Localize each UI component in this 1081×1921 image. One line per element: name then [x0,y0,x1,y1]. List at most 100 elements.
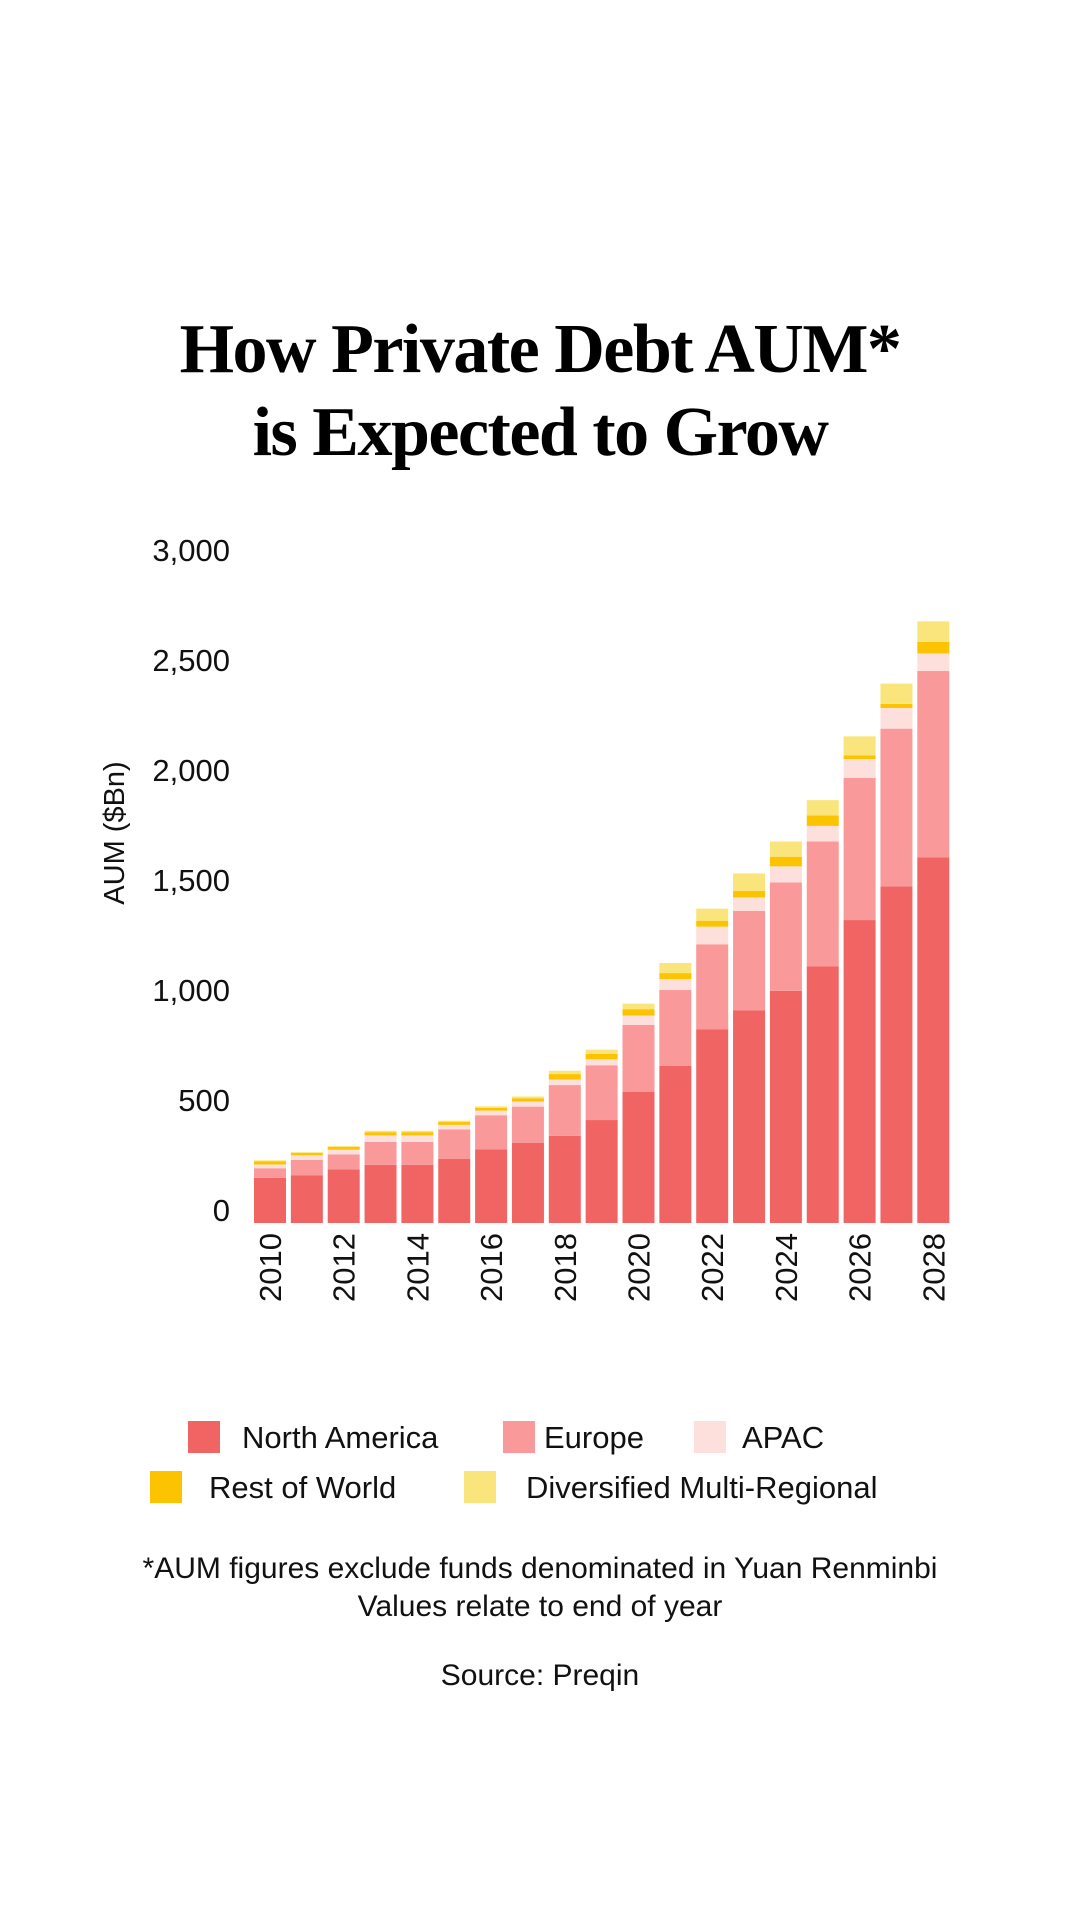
bar-apac-2022 [696,926,729,945]
bar-apac-2017 [511,1101,544,1107]
y-tick-label: 0 [213,1193,230,1228]
bar-europe-2020 [622,1024,655,1092]
x-tick-label: 2014 [400,1233,435,1302]
bar-apac-2011 [290,1155,323,1160]
bar-diversified-2017 [511,1096,544,1099]
bar-europe-2024 [769,882,802,991]
bar-stack-2024 [769,841,802,1223]
x-tick-label: 2020 [622,1233,657,1302]
bar-rest-of-world-2027 [880,703,913,708]
bar-europe-2025 [806,841,839,967]
bar-rest-of-world-2016 [475,1107,508,1111]
bars [254,621,950,1223]
bar-europe-2019 [585,1065,618,1121]
bar-north-america-2016 [475,1149,508,1223]
legend: North America Europe APAC Rest of World … [150,1420,877,1505]
bar-europe-2013 [364,1141,397,1165]
footnote-values: Values relate to end of year [358,1590,723,1623]
bar-apac-2020 [622,1015,655,1025]
x-tick-label: 2016 [474,1233,509,1302]
bar-stack-2014 [401,1130,434,1223]
bar-rest-of-world-2011 [290,1153,323,1156]
x-tick-label: 2010 [253,1233,288,1302]
bar-diversified-2027 [880,683,913,704]
bar-apac-2015 [438,1124,471,1130]
y-tick-label: 3,000 [152,533,230,568]
x-tick-label: 2024 [769,1233,804,1302]
bar-north-america-2020 [622,1091,655,1223]
bar-rest-of-world-2010 [254,1161,286,1165]
bar-europe-2026 [843,777,876,921]
bar-north-america-2017 [511,1142,544,1223]
bar-stack-2013 [364,1130,397,1223]
bar-apac-2027 [880,707,913,729]
bar-stack-2019 [585,1049,618,1223]
bar-europe-2017 [511,1106,544,1143]
bar-rest-of-world-2023 [733,891,766,898]
bar-apac-2012 [327,1149,360,1155]
bar-apac-2024 [769,866,802,883]
bar-europe-2010 [254,1168,286,1178]
bar-rest-of-world-2013 [364,1132,397,1136]
source-note: Source: Preqin [441,1659,639,1692]
bar-europe-2018 [548,1085,581,1136]
legend-label-europe: Europe [544,1420,644,1455]
bar-stack-2028 [917,621,950,1223]
bar-diversified-2020 [622,1003,655,1010]
x-tick-label: 2028 [916,1233,951,1302]
bar-north-america-2011 [290,1175,323,1223]
legend-label-rest-of-world: Rest of World [209,1470,396,1505]
bar-europe-2023 [733,910,766,1011]
bar-stack-2011 [290,1152,323,1223]
y-tick-label: 1,000 [152,973,230,1008]
bar-north-america-2025 [806,966,839,1223]
legend-swatch-diversified [464,1471,496,1503]
bar-stack-2010 [254,1160,286,1223]
bar-north-america-2022 [696,1029,729,1223]
bar-north-america-2014 [401,1164,434,1223]
bar-apac-2010 [254,1164,286,1169]
bar-north-america-2015 [438,1158,471,1223]
bar-stack-2018 [548,1070,581,1223]
bar-europe-2016 [475,1115,508,1150]
bar-rest-of-world-2014 [401,1132,434,1136]
bar-diversified-2015 [438,1120,471,1123]
bar-rest-of-world-2024 [769,856,802,867]
legend-swatch-rest-of-world [150,1471,182,1503]
bar-diversified-2026 [843,736,876,756]
bar-diversified-2014 [401,1130,434,1133]
bar-rest-of-world-2021 [659,973,692,980]
bar-diversified-2018 [548,1070,581,1075]
bar-north-america-2018 [548,1135,581,1223]
bar-diversified-2019 [585,1049,618,1054]
bar-rest-of-world-2026 [843,755,876,760]
bar-apac-2014 [401,1135,434,1142]
x-tick-label: 2026 [843,1233,878,1302]
chart-title-line1: How Private Debt AUM* [180,311,901,388]
bar-europe-2015 [438,1129,471,1159]
bar-rest-of-world-2019 [585,1053,618,1060]
bar-apac-2019 [585,1059,618,1066]
legend-swatch-europe [503,1421,535,1453]
bar-apac-2016 [475,1110,508,1116]
bar-north-america-2012 [327,1169,360,1223]
bar-stack-2015 [438,1120,471,1223]
bar-diversified-2021 [659,962,692,974]
bar-europe-2011 [290,1159,323,1176]
bar-diversified-2011 [290,1152,323,1154]
footnote-aum: *AUM figures exclude funds denominated i… [143,1552,938,1585]
bar-stack-2027 [880,683,913,1223]
bar-stack-2022 [696,908,729,1223]
bar-diversified-2028 [917,621,950,642]
legend-label-apac: APAC [742,1420,824,1455]
bar-diversified-2013 [364,1130,397,1133]
bar-apac-2023 [733,897,766,911]
bar-europe-2014 [401,1141,434,1165]
bar-diversified-2025 [806,800,839,816]
bar-rest-of-world-2025 [806,815,839,826]
bar-diversified-2012 [327,1146,360,1147]
bar-diversified-2024 [769,841,802,857]
bar-apac-2013 [364,1135,397,1142]
bar-rest-of-world-2017 [511,1098,544,1102]
